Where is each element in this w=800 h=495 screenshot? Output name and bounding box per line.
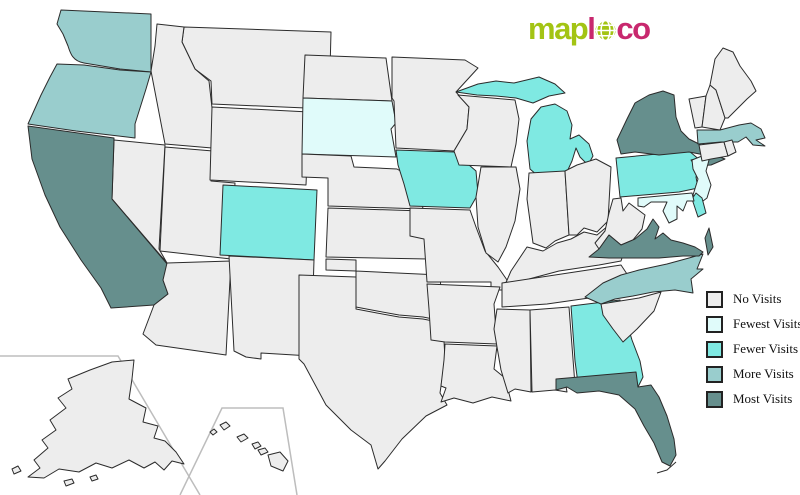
most-visits-label: Most Visits xyxy=(733,391,793,406)
state-sd xyxy=(301,97,397,158)
legend-row-fewer-visits: Fewer Visits xyxy=(706,340,800,358)
logo-text-l: l xyxy=(587,10,596,46)
state-az xyxy=(142,260,232,356)
legend-row-fewest-visits: Fewest Visits xyxy=(706,315,800,333)
fewest-visits-swatch xyxy=(706,315,723,333)
state-me xyxy=(709,47,757,119)
fewer-visits-label: Fewer Visits xyxy=(733,341,799,356)
more-visits-label: More Visits xyxy=(733,366,794,381)
logo-text-co: co xyxy=(616,10,651,46)
state-nc xyxy=(584,253,704,305)
state-sc xyxy=(600,291,662,343)
state-ct xyxy=(698,141,729,162)
state-tx xyxy=(298,274,448,470)
florida-keys xyxy=(656,461,677,474)
state-hi xyxy=(209,421,289,472)
state-nd xyxy=(302,54,393,102)
state-pa xyxy=(615,150,702,198)
states-group xyxy=(11,9,766,487)
hawaii-inset-border xyxy=(179,407,298,495)
state-fl xyxy=(555,371,677,467)
state-ok xyxy=(325,258,444,322)
state-la xyxy=(440,343,512,404)
most-visits-swatch xyxy=(706,390,723,408)
legend-row-most-visits: Most Visits xyxy=(706,390,800,408)
state-al xyxy=(529,306,576,393)
state-ar xyxy=(426,283,501,345)
visits-legend: No Visits Fewest Visits Fewer Visits Mor… xyxy=(706,290,800,417)
state-or xyxy=(27,63,152,139)
more-visits-swatch xyxy=(706,365,723,383)
state-wa xyxy=(56,9,152,73)
state-il xyxy=(475,166,521,263)
globe-icon xyxy=(595,19,616,41)
logo-text-map: map xyxy=(528,10,589,46)
fewer-visits-swatch xyxy=(706,340,723,358)
state-oh xyxy=(564,158,612,236)
state-ri xyxy=(723,139,737,157)
state-in xyxy=(526,170,570,249)
state-wi xyxy=(453,94,520,168)
state-ky xyxy=(503,224,625,288)
no-visits-label: No Visits xyxy=(733,291,782,306)
state-ca xyxy=(27,125,169,309)
maploco-logo[interactable]: map l co xyxy=(528,6,651,50)
fewest-visits-label: Fewest Visits xyxy=(733,316,800,331)
state-wy xyxy=(209,106,310,186)
legend-row-no-visits: No Visits xyxy=(706,290,800,308)
no-visits-swatch xyxy=(706,290,723,308)
state-co xyxy=(219,184,318,261)
legend-row-more-visits: More Visits xyxy=(706,365,800,383)
state-md xyxy=(637,192,695,224)
state-va xyxy=(588,218,714,259)
state-ak xyxy=(11,359,185,487)
